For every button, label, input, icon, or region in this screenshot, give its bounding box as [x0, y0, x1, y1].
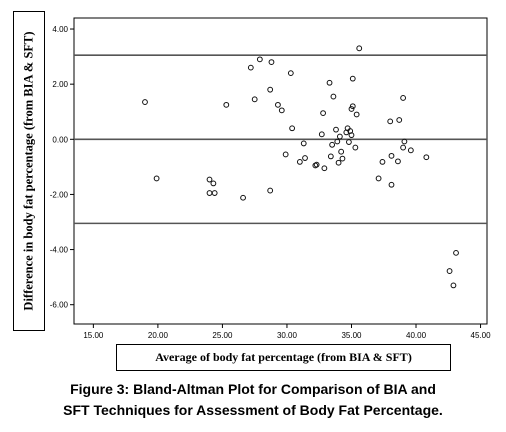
data-point	[267, 187, 274, 194]
y-tick-label: -4.00	[50, 246, 69, 255]
data-point	[296, 159, 303, 165]
scatter-plot: 15.00 20.00 25.00 30.00 35.00 40.00 45.00 4.00…	[50, 17, 491, 340]
x-tick-label: 20.00	[148, 331, 169, 340]
y-axis-label: Difference in body fat percentage (from …	[21, 31, 36, 311]
data-point	[153, 175, 160, 182]
data-point	[320, 110, 326, 117]
data-point	[348, 132, 355, 139]
data-point	[318, 131, 325, 138]
x-tick-label: 30.00	[277, 331, 298, 340]
x-tick-label: 40.00	[406, 331, 427, 340]
data-point	[349, 103, 356, 110]
data-point	[206, 176, 213, 183]
data-point	[302, 155, 308, 161]
data-point	[423, 154, 430, 161]
data-point	[210, 180, 217, 187]
caption-line-2: SFT Techniques for Assessment of Body Fa…	[63, 402, 443, 418]
x-axis-label: Average of body fat percentage (from BIA…	[155, 350, 412, 364]
data-point	[352, 144, 359, 151]
data-point	[278, 107, 285, 114]
x-axis-label-box: Average of body fat percentage (from BIA…	[116, 344, 451, 371]
x-axis-ticks: 15.00 20.00 25.00 30.00 35.00 40.00 45.00	[83, 324, 491, 340]
data-point	[339, 155, 346, 162]
y-axis-label-box: Difference in body fat percentage (from …	[13, 11, 45, 331]
data-point	[275, 101, 281, 108]
data-points	[142, 45, 459, 289]
y-tick-label: 2.00	[52, 80, 68, 89]
data-point	[407, 147, 414, 154]
data-point	[388, 181, 395, 188]
data-point	[446, 268, 453, 274]
data-point	[450, 282, 457, 289]
data-point	[300, 140, 307, 147]
data-point	[223, 101, 230, 108]
x-tick-label: 45.00	[471, 331, 492, 340]
data-point	[346, 139, 352, 145]
data-point	[401, 138, 408, 145]
y-tick-label: -6.00	[50, 301, 69, 310]
data-point	[330, 93, 337, 100]
y-axis-ticks: 4.00 2.00 0.00 -2.00 -4.00 -6.00	[50, 25, 74, 310]
data-point	[400, 144, 407, 151]
reference-lines	[74, 54, 487, 225]
data-point	[327, 153, 334, 160]
data-point	[321, 165, 328, 172]
data-point	[388, 152, 395, 159]
data-point	[387, 118, 394, 125]
data-point	[268, 59, 275, 66]
data-point	[326, 79, 333, 86]
data-point	[338, 148, 345, 155]
data-point	[313, 161, 320, 168]
y-tick-label: 4.00	[52, 25, 68, 34]
data-point	[400, 95, 407, 101]
data-point	[334, 138, 341, 145]
data-point	[329, 141, 336, 148]
caption-line-1: Figure 3: Bland-Altman Plot for Comparis…	[70, 381, 436, 397]
data-point	[256, 56, 263, 63]
data-point	[336, 133, 343, 140]
figure-caption: Figure 3: Bland-Altman Plot for Comparis…	[0, 379, 506, 421]
data-point	[287, 70, 294, 77]
data-point	[379, 159, 386, 165]
data-point	[356, 45, 363, 52]
plot-area	[73, 17, 488, 325]
x-tick-label: 15.00	[83, 331, 104, 340]
data-point	[142, 99, 148, 105]
data-point	[282, 151, 289, 158]
data-point	[349, 75, 356, 82]
data-point	[240, 194, 246, 201]
data-point	[247, 64, 254, 71]
data-point	[395, 158, 401, 165]
x-tick-label: 35.00	[341, 331, 362, 340]
data-point	[289, 125, 296, 132]
data-point	[251, 96, 258, 103]
data-point	[267, 86, 274, 93]
data-point	[396, 117, 403, 123]
x-tick-label: 25.00	[212, 331, 233, 340]
data-point	[348, 106, 355, 112]
data-point	[335, 159, 342, 166]
y-tick-label: 0.00	[52, 135, 68, 144]
data-point	[353, 111, 360, 118]
data-point	[211, 190, 218, 196]
data-point	[333, 126, 339, 133]
data-point	[375, 175, 382, 182]
data-point	[453, 249, 459, 256]
y-tick-label: -2.00	[50, 190, 69, 199]
